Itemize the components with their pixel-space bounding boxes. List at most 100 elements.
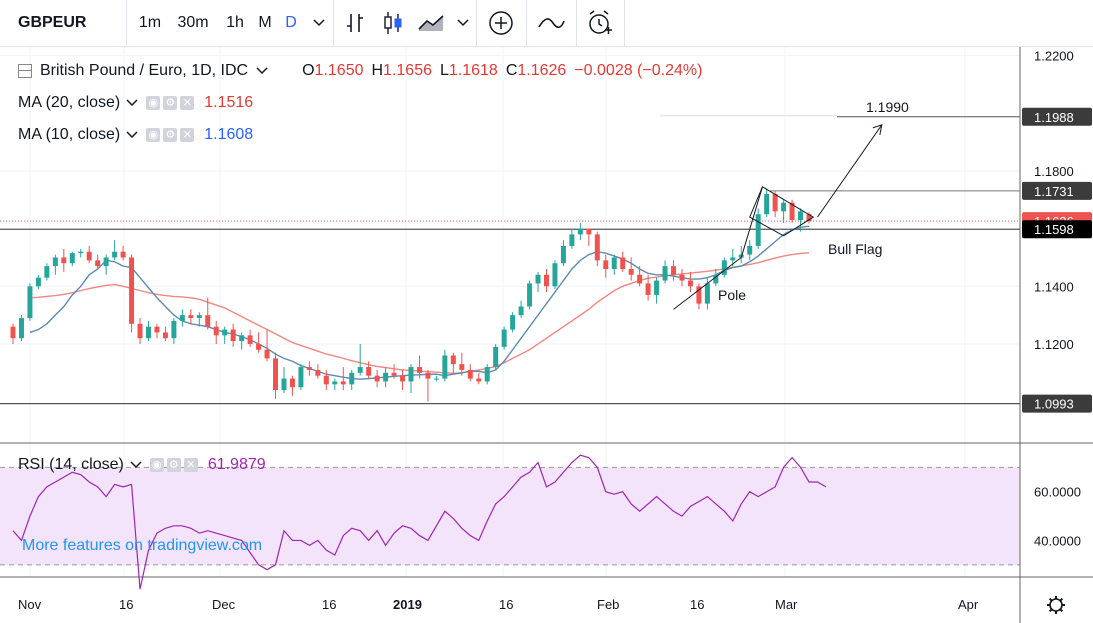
interval-dropdown[interactable] <box>305 0 334 46</box>
candle-body <box>230 329 236 342</box>
candle-body <box>44 266 50 278</box>
candle-body <box>391 372 397 376</box>
high-label: H <box>371 62 384 79</box>
candle-body <box>273 358 279 391</box>
interval-month-button[interactable]: M <box>253 0 277 46</box>
interval-day-button[interactable]: D <box>279 0 303 46</box>
candle-body <box>264 349 270 359</box>
interval-1m-label: 1m <box>138 14 162 31</box>
bar-chart-button[interactable] <box>340 0 370 46</box>
candle-body <box>145 326 151 339</box>
interval-month-label: M <box>258 14 272 31</box>
candle-body <box>764 194 770 215</box>
high-value: 1.1656 <box>383 62 432 79</box>
candle-body <box>433 378 439 380</box>
candle-body <box>730 257 736 261</box>
candle-body <box>425 372 431 379</box>
low-value: 1.1618 <box>448 62 498 79</box>
time-axis-label: 2019 <box>393 597 422 612</box>
bull-flag-annotation: Bull Flag <box>828 241 882 257</box>
candle-body <box>450 355 456 365</box>
alert-icon <box>589 10 612 34</box>
candle-body <box>611 257 617 270</box>
candle-body <box>196 315 202 319</box>
eye-icon[interactable]: ◉ <box>146 96 161 110</box>
watermark-link[interactable]: More features on tradingview.com <box>22 537 263 554</box>
price-chart[interactable]: 1.1990 Bull Flag Pole 1.2200 1.1800 1.1400 1.1… <box>0 47 1093 623</box>
candle-body <box>35 277 41 287</box>
candle-body <box>289 378 295 388</box>
candle-body <box>340 381 346 385</box>
candle-body <box>484 367 490 382</box>
candle-body <box>112 251 118 258</box>
ma20-value: 1.1516 <box>204 94 254 111</box>
candle-body <box>332 381 338 385</box>
interval-day-label: D <box>285 14 297 31</box>
time-axis-label: Apr <box>958 597 979 612</box>
chevron-down-icon[interactable] <box>130 461 142 469</box>
time-axis-label: Dec <box>212 597 236 612</box>
interval-30m-label: 30m <box>177 14 209 31</box>
area-chart-button[interactable] <box>414 0 450 46</box>
time-axis-label: Mar <box>775 597 798 612</box>
rsi-axis-tick-label: 40.0000 <box>1034 533 1081 548</box>
price-badge <box>1022 181 1092 200</box>
price-badge-label: 1.0993 <box>1034 397 1074 412</box>
symbol-search-button[interactable]: GBPEUR <box>0 0 127 46</box>
candlestick-button[interactable] <box>378 0 408 46</box>
price-badge-label: 1.1988 <box>1034 110 1074 125</box>
interval-1m-button[interactable]: 1m <box>133 0 167 46</box>
collapse-icon[interactable] <box>18 64 32 78</box>
candle-body <box>179 315 185 321</box>
settings-icon-ring <box>1049 598 1063 612</box>
candle-body <box>586 228 592 235</box>
indicators-button[interactable] <box>526 0 577 46</box>
settings-icon[interactable]: ⚙ <box>163 128 178 142</box>
settings-icon-tooth <box>1059 608 1064 613</box>
add-icon <box>489 11 513 35</box>
chevron-down-icon[interactable] <box>126 131 138 139</box>
ma10-legend: MA (10, close) ◉ ⚙ ✕ 1.1608 <box>18 126 253 144</box>
candle-body <box>306 367 312 370</box>
candle-body <box>772 194 778 212</box>
alert-button[interactable] <box>576 0 625 46</box>
candle-body <box>129 257 135 324</box>
price-badge <box>1022 107 1092 126</box>
candle-body <box>696 286 702 304</box>
chevron-down-icon[interactable] <box>256 67 268 75</box>
interval-1h-button[interactable]: 1h <box>218 0 252 46</box>
close-icon[interactable]: ✕ <box>180 128 195 142</box>
interval-30m-button[interactable]: 30m <box>170 0 216 46</box>
candle-body <box>747 245 753 255</box>
candle-body <box>704 283 710 304</box>
candle-body <box>679 274 685 281</box>
close-label: C <box>505 62 518 79</box>
eye-icon[interactable]: ◉ <box>149 458 164 472</box>
candle-body <box>493 346 499 368</box>
chart-type-dropdown[interactable] <box>450 0 477 46</box>
settings-icon[interactable] <box>1047 596 1065 614</box>
compare-button[interactable] <box>476 0 527 46</box>
eye-icon[interactable]: ◉ <box>146 128 161 142</box>
candle-body <box>467 369 473 379</box>
price-badge-label: 1.1598 <box>1034 222 1074 237</box>
candle-body <box>620 257 626 270</box>
candle-body <box>239 335 245 342</box>
target-annotation: 1.1990 <box>866 99 909 115</box>
chevron-down-icon[interactable] <box>126 99 138 107</box>
settings-icon[interactable]: ⚙ <box>166 458 181 472</box>
time-axis-label: 16 <box>499 597 513 612</box>
candle-body <box>52 257 58 267</box>
close-icon[interactable]: ✕ <box>183 458 198 472</box>
candle-body <box>247 335 253 344</box>
chevron-down-icon <box>313 19 325 27</box>
candle-body <box>569 234 575 246</box>
settings-icon[interactable]: ⚙ <box>163 96 178 110</box>
candle-body <box>171 320 177 339</box>
close-icon[interactable]: ✕ <box>180 96 195 110</box>
candle-body <box>628 269 634 275</box>
candle-body <box>510 315 516 330</box>
low-label: L <box>439 62 449 79</box>
candle-body <box>806 214 812 222</box>
top-toolbar: GBPEUR 1m 30m 1h M D <box>0 0 1093 47</box>
